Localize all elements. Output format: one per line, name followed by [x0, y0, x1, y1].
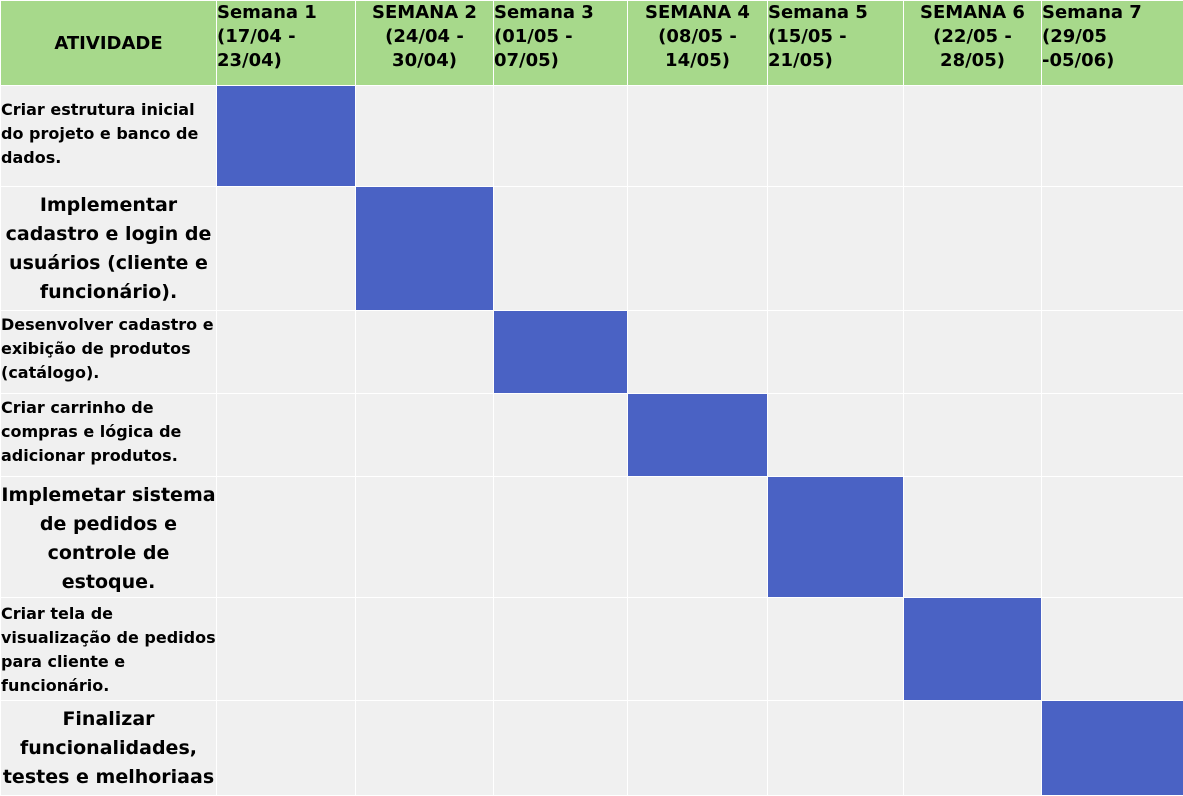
schedule-cell: [904, 187, 1042, 311]
schedule-cell: [1042, 86, 1183, 187]
schedule-cell: [768, 86, 904, 187]
activity-row-2: Implementar cadastro e login de usuários…: [1, 187, 1183, 311]
schedule-cell: [356, 477, 494, 598]
week-2-end: 30/04): [356, 49, 493, 73]
schedule-cell: [1042, 311, 1183, 394]
schedule-cell: [1042, 187, 1183, 311]
scheduled-cell: [768, 477, 904, 598]
week-4-start: (08/05 -: [628, 25, 767, 49]
week-2-start: (24/04 -: [356, 25, 493, 49]
week-5-end: 21/05): [768, 49, 903, 73]
schedule-cell: [494, 394, 628, 477]
activity-row-1: Criar estrutura inicial do projeto e ban…: [1, 86, 1183, 187]
week-7-start: (29/05: [1042, 25, 1183, 49]
activity-label-1: Criar estrutura inicial do projeto e ban…: [1, 86, 217, 187]
activity-label-3: Desenvolver cadastro e exibição de produ…: [1, 311, 217, 394]
week-1-start: (17/04 -: [217, 25, 355, 49]
week-4-title: SEMANA 4: [628, 1, 767, 25]
schedule-cell: [1042, 598, 1183, 701]
schedule-cell: [768, 598, 904, 701]
schedule-cell: [217, 477, 356, 598]
scheduled-cell: [1042, 701, 1183, 796]
week-5-start: (15/05 -: [768, 25, 903, 49]
week-header-1: Semana 1 (17/04 - 23/04): [217, 1, 356, 86]
schedule-cell: [1042, 394, 1183, 477]
scheduled-cell: [494, 311, 628, 394]
week-5-title: Semana 5: [768, 1, 903, 25]
week-6-title: SEMANA 6: [904, 1, 1041, 25]
schedule-cell: [494, 477, 628, 598]
schedule-cell: [904, 701, 1042, 796]
schedule-cell: [1042, 477, 1183, 598]
week-6-end: 28/05): [904, 49, 1041, 73]
week-7-title: Semana 7: [1042, 1, 1183, 25]
week-header-2: SEMANA 2 (24/04 - 30/04): [356, 1, 494, 86]
week-1-title: Semana 1: [217, 1, 355, 25]
week-header-5: Semana 5 (15/05 - 21/05): [768, 1, 904, 86]
week-1-end: 23/04): [217, 49, 355, 73]
schedule-cell: [768, 701, 904, 796]
schedule-cell: [217, 394, 356, 477]
activity-row-5: Implemetar sistema de pedidos e controle…: [1, 477, 1183, 598]
week-3-start: (01/05 -: [494, 25, 627, 49]
schedule-cell: [628, 701, 768, 796]
schedule-cell: [628, 311, 768, 394]
activity-label-5: Implemetar sistema de pedidos e controle…: [1, 477, 217, 598]
schedule-cell: [904, 311, 1042, 394]
schedule-cell: [217, 701, 356, 796]
week-header-3: Semana 3 (01/05 - 07/05): [494, 1, 628, 86]
schedule-cell: [494, 701, 628, 796]
week-2-title: SEMANA 2: [356, 1, 493, 25]
schedule-cell: [356, 701, 494, 796]
activity-label-4: Criar carrinho de compras e lógica de ad…: [1, 394, 217, 477]
week-header-4: SEMANA 4 (08/05 - 14/05): [628, 1, 768, 86]
week-6-start: (22/05 -: [904, 25, 1041, 49]
activity-row-3: Desenvolver cadastro e exibição de produ…: [1, 311, 1183, 394]
schedule-cell: [768, 187, 904, 311]
activity-row-7: Finalizar funcionalidades, testes e melh…: [1, 701, 1183, 796]
scheduled-cell: [628, 394, 768, 477]
schedule-cell: [356, 311, 494, 394]
schedule-cell: [768, 311, 904, 394]
scheduled-cell: [217, 86, 356, 187]
scheduled-cell: [904, 598, 1042, 701]
week-7-end: -05/06): [1042, 49, 1183, 73]
week-4-end: 14/05): [628, 49, 767, 73]
activity-label-6: Criar tela de visualização de pedidos pa…: [1, 598, 217, 701]
schedule-cell: [494, 598, 628, 701]
schedule-cell: [628, 477, 768, 598]
schedule-cell: [628, 187, 768, 311]
schedule-cell: [904, 394, 1042, 477]
activity-row-6: Criar tela de visualização de pedidos pa…: [1, 598, 1183, 701]
week-3-end: 07/05): [494, 49, 627, 73]
schedule-cell: [217, 598, 356, 701]
schedule-cell: [494, 86, 628, 187]
schedule-cell: [628, 86, 768, 187]
schedule-cell: [904, 86, 1042, 187]
schedule-cell: [356, 598, 494, 701]
activity-header: ATIVIDADE: [1, 1, 217, 86]
week-header-7: Semana 7 (29/05 -05/06): [1042, 1, 1183, 86]
schedule-cell: [217, 187, 356, 311]
week-3-title: Semana 3: [494, 1, 627, 25]
schedule-cell: [628, 598, 768, 701]
schedule-cell: [217, 311, 356, 394]
scheduled-cell: [356, 187, 494, 311]
week-header-6: SEMANA 6 (22/05 - 28/05): [904, 1, 1042, 86]
schedule-cell: [356, 394, 494, 477]
activity-row-4: Criar carrinho de compras e lógica de ad…: [1, 394, 1183, 477]
activity-label-7: Finalizar funcionalidades, testes e melh…: [1, 701, 217, 796]
schedule-cell: [768, 394, 904, 477]
schedule-cell: [494, 187, 628, 311]
schedule-cell: [904, 477, 1042, 598]
header-row: ATIVIDADE Semana 1 (17/04 - 23/04) SEMAN…: [1, 1, 1183, 86]
schedule-cell: [356, 86, 494, 187]
activity-label-2: Implementar cadastro e login de usuários…: [1, 187, 217, 311]
